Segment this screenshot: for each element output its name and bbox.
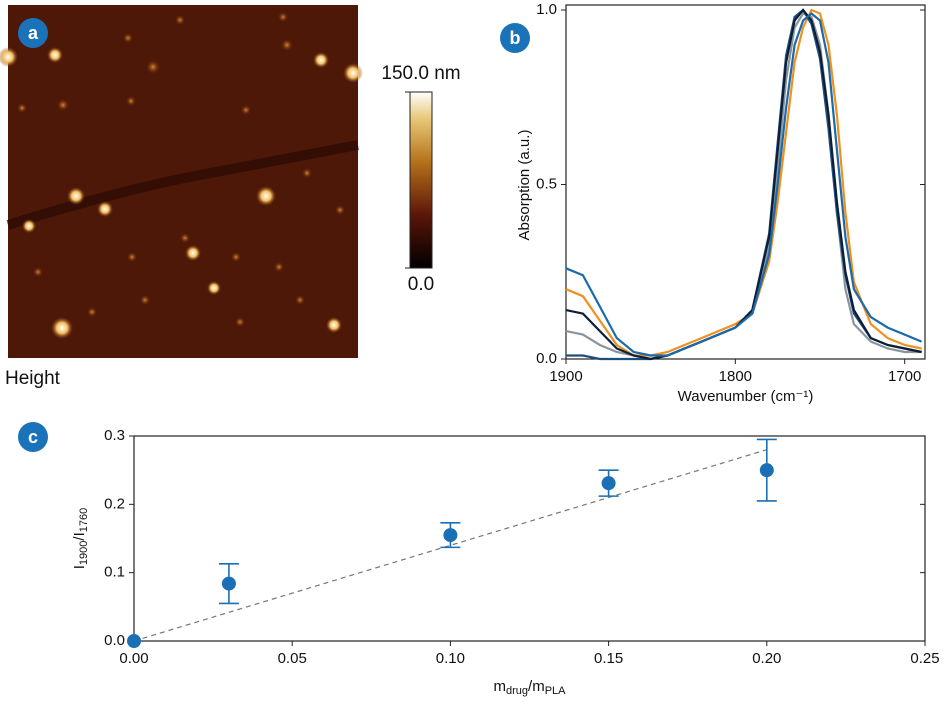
x-tick-label: 1700: [888, 368, 921, 385]
spectrum-line: [565, 12, 923, 357]
panel-label: c: [28, 427, 38, 447]
data-point: [759, 463, 774, 478]
y-tick-label: 0.3: [104, 427, 125, 444]
y-tick-label: 0.0: [104, 632, 125, 649]
x-tick-label: 0.20: [752, 650, 781, 667]
panel-label: b: [510, 28, 521, 48]
x-axis-label-sub: PLA: [545, 685, 566, 697]
x-axis-label: mdrug/mPLA: [494, 678, 567, 697]
image-caption: Height: [5, 368, 61, 389]
x-axis-label-part: /m: [528, 678, 545, 695]
y-axis-label-sub: 1900: [78, 541, 90, 565]
colorbar-label: 150.0 nm: [381, 63, 460, 84]
y-tick-label: 0.1: [104, 564, 125, 581]
y-axis-label-part: /I: [71, 532, 88, 540]
x-tick-label: 0.10: [436, 650, 465, 667]
x-tick-label: 0.25: [910, 650, 939, 667]
x-tick-label: 1900: [549, 368, 582, 385]
y-tick-label: 0.0: [536, 350, 557, 367]
plot-frame: [565, 4, 926, 360]
x-tick-label: 1800: [719, 368, 752, 385]
y-axis-label-part: I: [71, 565, 88, 569]
afm-image: [0, 5, 363, 358]
panel-label: a: [28, 23, 39, 43]
data-point: [601, 476, 616, 491]
x-tick-label: 0.15: [594, 650, 623, 667]
spectrum-line: [565, 12, 922, 361]
plot-frame: [133, 435, 926, 642]
panel-badge: [18, 422, 48, 452]
data-point: [221, 576, 236, 591]
spectrum-line: [565, 8, 922, 361]
panel-badge: [500, 23, 530, 53]
x-axis-label: Wavenumber (cm⁻¹): [678, 388, 814, 405]
fit-line: [133, 449, 767, 642]
y-axis-label: I1900/I1760: [71, 508, 90, 569]
x-tick-label: 0.05: [278, 650, 307, 667]
panel-badge: [18, 18, 48, 48]
data-point: [127, 634, 141, 648]
y-tick-label: 0.5: [536, 175, 557, 192]
colorbar-label: 0.0: [408, 274, 434, 295]
y-tick-label: 0.2: [104, 495, 125, 512]
spectrum-line: [566, 8, 922, 361]
x-axis-label-part: m: [494, 678, 507, 695]
y-axis-label: Absorption (a.u.): [516, 130, 533, 241]
data-point: [443, 528, 458, 543]
y-tick-label: 1.0: [536, 1, 557, 18]
x-axis-label-sub: drug: [506, 685, 528, 697]
y-axis-label-sub: 1760: [78, 508, 90, 532]
spectrum-line: [565, 8, 922, 357]
colorbar: [409, 91, 433, 269]
x-tick-label: 0.00: [119, 650, 148, 667]
